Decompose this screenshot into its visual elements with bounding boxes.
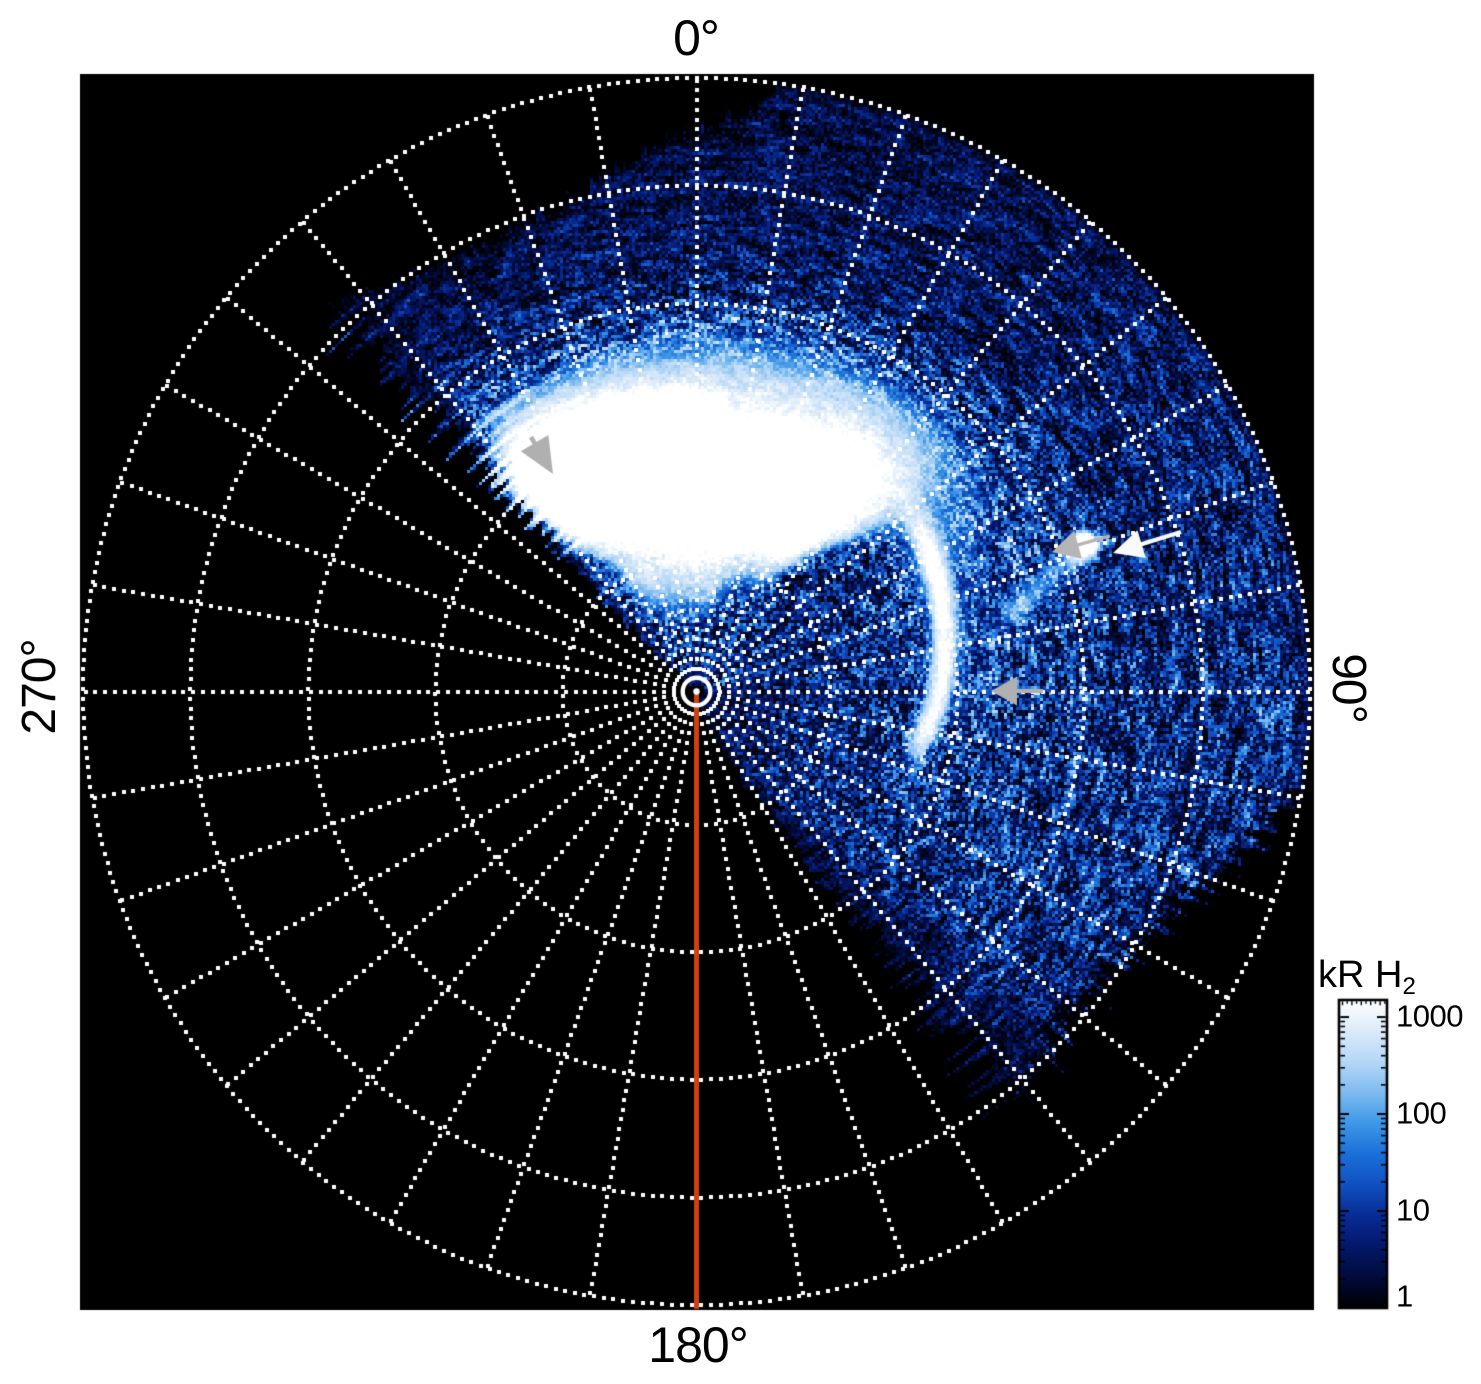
colorbar-tick-label-10: 10 (1396, 1192, 1430, 1228)
colorbar-tick-label-1: 1 (1396, 1278, 1413, 1314)
angle-label-0: 0° (673, 10, 720, 66)
colorbar-title: kR H2 (1318, 954, 1416, 999)
colorbar-tick-label-1000: 1000 (1396, 998, 1463, 1034)
colorbar-title-subscript: 2 (1402, 973, 1416, 1000)
angle-label-180: 180° (648, 1317, 748, 1373)
colorbar-tick-label-100: 100 (1396, 1095, 1447, 1131)
angle-label-90: 90° (1322, 653, 1375, 723)
angle-label-270: 270° (13, 639, 66, 735)
colorbar-title-text: kR H (1318, 954, 1403, 996)
